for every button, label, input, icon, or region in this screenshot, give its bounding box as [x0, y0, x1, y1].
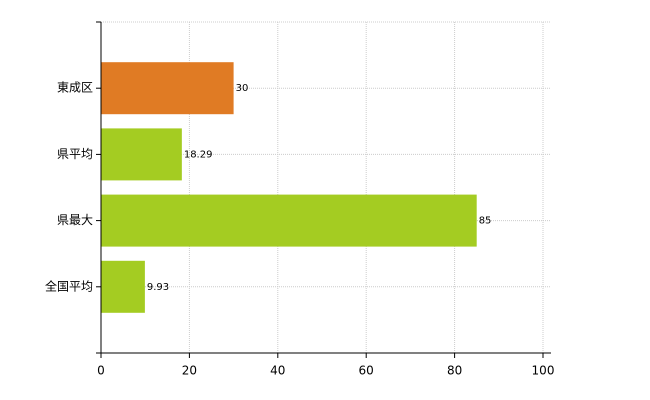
bar: [101, 128, 182, 181]
value-label: 9.93: [147, 282, 169, 293]
y-tick-label: 全国平均: [45, 278, 93, 293]
bar: [101, 62, 234, 115]
x-tick-label: 20: [182, 364, 197, 378]
x-tick-label: 60: [359, 364, 374, 378]
x-tick-label: 40: [270, 364, 285, 378]
x-tick-label: 100: [532, 364, 555, 378]
value-label: 85: [479, 216, 492, 227]
bar: [101, 194, 477, 247]
x-tick-label: 80: [447, 364, 462, 378]
bar: [101, 260, 145, 313]
y-tick-label: 県平均: [57, 147, 93, 161]
y-tick-label: 東成区: [57, 81, 93, 95]
value-label: 18.29: [184, 149, 213, 160]
x-tick-label: 0: [97, 364, 105, 378]
y-tick-label: 県最大: [57, 213, 93, 227]
value-label: 30: [236, 83, 249, 94]
